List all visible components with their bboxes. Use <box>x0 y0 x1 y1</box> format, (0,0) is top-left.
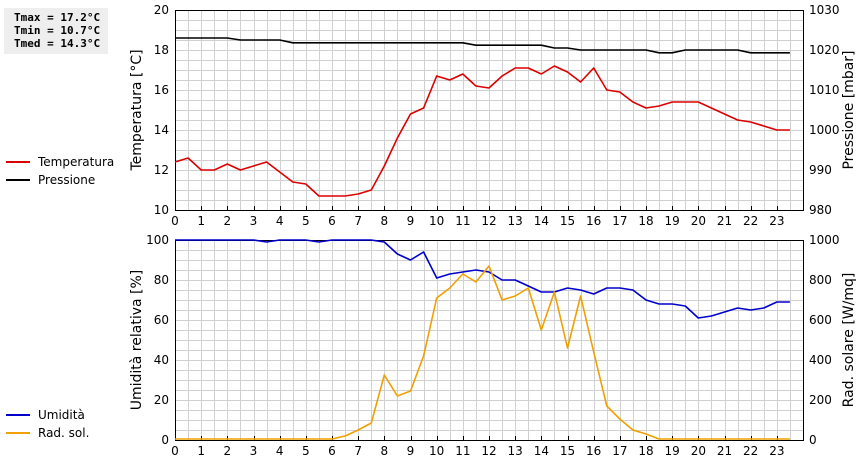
humidity-axis-title: Umidità relativa [%] <box>129 270 145 411</box>
y-left-tick-label: 60 <box>154 313 169 327</box>
x-tick-label: 14 <box>534 214 549 228</box>
x-tick-label: 8 <box>381 214 389 228</box>
y-left-tick-label: 18 <box>154 43 169 57</box>
x-tick-label: 1 <box>197 214 205 228</box>
x-tick-label: 9 <box>407 444 415 458</box>
x-tick-label: 21 <box>717 444 732 458</box>
legend-label: Rad. sol. <box>38 426 89 440</box>
x-tick-label: 4 <box>276 214 284 228</box>
x-tick-label: 2 <box>224 444 232 458</box>
tmax-readout: Tmax = 17.2°C <box>14 11 101 24</box>
x-tick-label: 13 <box>508 214 523 228</box>
y-left-tick-label: 20 <box>154 393 169 407</box>
x-tick-label: 23 <box>769 214 784 228</box>
y-right-tick-label: 1000 <box>809 233 840 247</box>
y-left-tick-label: 12 <box>154 163 169 177</box>
y-right-tick-label: 800 <box>809 273 832 287</box>
tmed-readout: Tmed = 14.3°C <box>14 37 101 50</box>
series-line-temperatura <box>174 65 790 197</box>
legend-label: Temperatura <box>37 155 114 169</box>
x-tick-label: 4 <box>276 444 284 458</box>
x-tick-label: 5 <box>302 214 310 228</box>
x-tick-label: 12 <box>481 214 496 228</box>
x-tick-label: 11 <box>455 214 470 228</box>
y-left-tick-label: 0 <box>161 433 169 447</box>
x-tick-label: 9 <box>407 214 415 228</box>
x-tick-label: 15 <box>560 214 575 228</box>
plot-frame <box>175 10 804 211</box>
x-tick-label: 17 <box>612 444 627 458</box>
series-line-pressione <box>175 37 790 54</box>
pressure-axis-title: Pressione [mbar] <box>841 50 857 169</box>
x-tick-label: 13 <box>508 444 523 458</box>
x-tick-label: 10 <box>429 214 444 228</box>
x-tick-label: 6 <box>328 214 336 228</box>
x-tick-label: 7 <box>354 444 362 458</box>
y-left-tick-label: 10 <box>154 203 169 217</box>
y-right-tick-label: 200 <box>809 393 832 407</box>
legend-label: Pressione <box>38 173 95 187</box>
x-tick-label: 16 <box>586 444 601 458</box>
y-right-tick-label: 1010 <box>809 83 840 97</box>
x-tick-label: 3 <box>250 444 258 458</box>
x-tick-label: 2 <box>224 214 232 228</box>
y-right-tick-label: 400 <box>809 353 832 367</box>
x-tick-label: 11 <box>455 444 470 458</box>
x-tick-label: 8 <box>381 444 389 458</box>
temperature-axis-title: Temperatura [°C] <box>129 49 145 171</box>
plot-frame <box>175 240 804 441</box>
x-tick-label: 23 <box>769 444 784 458</box>
y-right-tick-label: 600 <box>809 313 832 327</box>
x-tick-label: 1 <box>197 444 205 458</box>
x-tick-label: 0 <box>171 214 179 228</box>
x-tick-label: 3 <box>250 214 258 228</box>
y-left-tick-label: 40 <box>154 353 169 367</box>
x-tick-label: 10 <box>429 444 444 458</box>
x-tick-label: 19 <box>665 444 680 458</box>
x-tick-label: 6 <box>328 444 336 458</box>
y-left-tick-label: 16 <box>154 83 169 97</box>
series-line-umidita <box>175 239 790 319</box>
radiation-axis-title: Rad. solare [W/mq] <box>841 273 857 408</box>
x-tick-label: 22 <box>743 214 758 228</box>
x-tick-label: 5 <box>302 444 310 458</box>
y-right-tick-label: 1000 <box>809 123 840 137</box>
x-tick-label: 17 <box>612 214 627 228</box>
x-tick-label: 14 <box>534 444 549 458</box>
x-tick-label: 18 <box>638 444 653 458</box>
y-right-tick-label: 990 <box>809 163 832 177</box>
x-tick-label: 15 <box>560 444 575 458</box>
x-tick-label: 18 <box>638 214 653 228</box>
y-left-tick-label: 20 <box>154 3 169 17</box>
tmin-readout: Tmin = 10.7°C <box>14 24 101 37</box>
x-tick-label: 20 <box>691 444 706 458</box>
stats-box: Tmax = 17.2°C Tmin = 10.7°C Tmed = 14.3°… <box>4 8 108 54</box>
x-tick-label: 22 <box>743 444 758 458</box>
legend-label: Umidità <box>38 408 85 422</box>
y-right-tick-label: 0 <box>809 433 817 447</box>
y-right-tick-label: 1020 <box>809 43 840 57</box>
x-tick-label: 12 <box>481 444 496 458</box>
series-line-rad-sol <box>175 265 790 440</box>
x-tick-label: 7 <box>354 214 362 228</box>
x-tick-label: 16 <box>586 214 601 228</box>
x-tick-label: 20 <box>691 214 706 228</box>
y-left-tick-label: 14 <box>154 123 169 137</box>
x-tick-label: 19 <box>665 214 680 228</box>
y-right-tick-label: 1030 <box>809 3 840 17</box>
y-left-tick-label: 100 <box>146 233 169 247</box>
x-tick-label: 21 <box>717 214 732 228</box>
x-tick-label: 0 <box>171 444 179 458</box>
y-left-tick-label: 80 <box>154 273 169 287</box>
y-right-tick-label: 980 <box>809 203 832 217</box>
